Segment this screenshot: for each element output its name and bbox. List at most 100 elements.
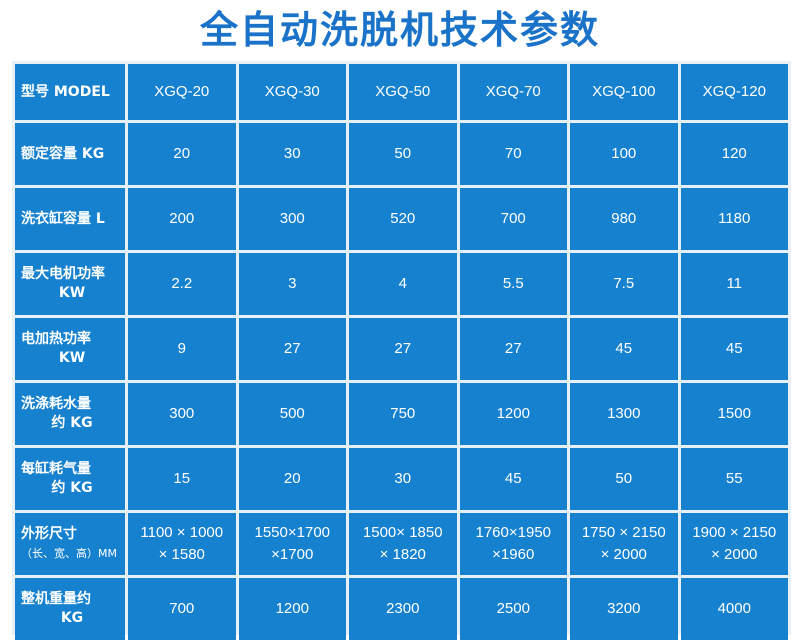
cell-value: 120 xyxy=(680,123,788,185)
cell-value: 700 xyxy=(128,578,236,640)
cell-value: 200 xyxy=(128,188,236,250)
row-label-line: 电加热功率 xyxy=(21,331,91,347)
model-header: XGQ-100 xyxy=(570,64,678,120)
row-water-consumption: 洗涤耗水量约 KG 300 500 750 1200 1300 1500 xyxy=(15,383,788,445)
cell-value-line: 1100 × 1000 xyxy=(140,524,224,541)
row-label-line: 整机重量约 xyxy=(21,591,91,607)
row-motor-power: 最大电机功率 KW 2.2 3 4 5.5 7.5 11 xyxy=(15,253,788,315)
cell-value: 30 xyxy=(349,448,457,510)
cell-value: 300 xyxy=(128,383,236,445)
cell-value: 11 xyxy=(680,253,788,315)
cell-value: 1200 xyxy=(459,383,567,445)
row-label: 洗涤耗水量约 KG xyxy=(15,383,125,445)
row-label-line: KW xyxy=(58,285,86,301)
row-label: 洗衣缸容量 L xyxy=(15,188,125,250)
cell-value: 45 xyxy=(680,318,788,380)
page-title: 全自动洗脱机技术参数 xyxy=(199,8,600,52)
cell-value-line: 1760×1950 xyxy=(475,524,552,541)
cell-value: 500 xyxy=(238,383,346,445)
cell-value-line: 1500× 1850 xyxy=(362,524,443,541)
cell-value: 7.5 xyxy=(570,253,678,315)
cell-value: 700 xyxy=(459,188,567,250)
cell-value: 1900 × 2150 × 2000 xyxy=(680,513,788,575)
row-machine-weight: 整机重量约 KG 700 1200 2300 2500 3200 4000 xyxy=(15,578,788,640)
header-row: 型号 MODEL XGQ-20 XGQ-30 XGQ-50 XGQ-70 XGQ… xyxy=(15,64,788,120)
spec-table-container: 型号 MODEL XGQ-20 XGQ-30 XGQ-50 XGQ-70 XGQ… xyxy=(12,61,791,640)
cell-value: 1550×1700 ×1700 xyxy=(238,513,346,575)
row-label-line: KW xyxy=(58,350,86,366)
cell-value: 980 xyxy=(570,188,678,250)
cell-value: 1180 xyxy=(680,188,788,250)
cell-value: 1750 × 2150 × 2000 xyxy=(570,513,678,575)
cell-value: 1200 xyxy=(238,578,346,640)
cell-value: 50 xyxy=(349,123,457,185)
cell-value: 2.2 xyxy=(128,253,236,315)
model-header: XGQ-120 xyxy=(680,64,788,120)
cell-value-line: × 2000 xyxy=(711,546,758,563)
row-label-line: 洗涤耗水量 xyxy=(21,396,91,412)
cell-value: 3 xyxy=(238,253,346,315)
row-label: 整机重量约 KG xyxy=(15,578,125,640)
header-label: 型号 MODEL xyxy=(15,64,125,120)
cell-value: 1500 xyxy=(680,383,788,445)
model-header: XGQ-50 xyxy=(349,64,457,120)
row-heating-power: 电加热功率 KW 9 27 27 27 45 45 xyxy=(15,318,788,380)
cell-value-line: × 1820 xyxy=(379,546,426,563)
cell-value-line: ×1960 xyxy=(492,546,535,563)
row-label: 每缸耗气量约 KG xyxy=(15,448,125,510)
row-label: 最大电机功率 KW xyxy=(15,253,125,315)
model-header: XGQ-70 xyxy=(459,64,567,120)
cell-value: 4 xyxy=(349,253,457,315)
model-header: XGQ-30 xyxy=(238,64,346,120)
row-steam-consumption: 每缸耗气量约 KG 15 20 30 45 50 55 xyxy=(15,448,788,510)
cell-value: 3200 xyxy=(570,578,678,640)
cell-value: 2500 xyxy=(459,578,567,640)
cell-value: 27 xyxy=(349,318,457,380)
row-label-line: （长、宽、高）MM xyxy=(21,547,117,560)
spec-table: 型号 MODEL XGQ-20 XGQ-30 XGQ-50 XGQ-70 XGQ… xyxy=(12,61,791,643)
cell-value: 100 xyxy=(570,123,678,185)
row-label-line: 约 KG xyxy=(51,415,93,431)
cell-value: 750 xyxy=(349,383,457,445)
row-label: 电加热功率 KW xyxy=(15,318,125,380)
cell-value: 55 xyxy=(680,448,788,510)
cell-value: 20 xyxy=(238,448,346,510)
cell-value-line: × 2000 xyxy=(600,546,647,563)
row-label-line: 最大电机功率 xyxy=(21,266,105,282)
row-label: 额定容量 KG xyxy=(15,123,125,185)
model-header: XGQ-20 xyxy=(128,64,236,120)
cell-value-line: 1900 × 2150 xyxy=(692,524,777,541)
cell-value: 45 xyxy=(459,448,567,510)
cell-value-line: 1750 × 2150 xyxy=(581,524,666,541)
row-dimensions: 外形尺寸 （长、宽、高）MM 1100 × 1000 × 1580 1550×1700 ×… xyxy=(15,513,788,575)
cell-value: 520 xyxy=(349,188,457,250)
cell-value: 45 xyxy=(570,318,678,380)
cell-value-line: ×1700 xyxy=(271,546,314,563)
row-label-line: 约 KG xyxy=(51,480,93,496)
cell-value: 9 xyxy=(128,318,236,380)
cell-value: 1500× 1850 × 1820 xyxy=(349,513,457,575)
cell-value-line: × 1580 xyxy=(158,546,205,563)
cell-value: 1300 xyxy=(570,383,678,445)
cell-value: 300 xyxy=(238,188,346,250)
cell-value: 20 xyxy=(128,123,236,185)
cell-value-line: 1550×1700 xyxy=(254,524,331,541)
cell-value: 5.5 xyxy=(459,253,567,315)
cell-value: 30 xyxy=(238,123,346,185)
cell-value: 27 xyxy=(459,318,567,380)
cell-value: 50 xyxy=(570,448,678,510)
cell-value: 1760×1950 ×1960 xyxy=(459,513,567,575)
cell-value: 4000 xyxy=(680,578,788,640)
row-label-line: 洗衣缸容量 L xyxy=(21,210,105,227)
row-label: 外形尺寸 （长、宽、高）MM xyxy=(15,513,125,575)
row-label-line: KG xyxy=(60,610,84,626)
cell-value: 2300 xyxy=(349,578,457,640)
cell-value: 15 xyxy=(128,448,236,510)
row-label-line: 每缸耗气量 xyxy=(21,461,91,477)
row-drum-volume: 洗衣缸容量 L 200 300 520 700 980 1180 xyxy=(15,188,788,250)
row-label-line: 外形尺寸 xyxy=(21,526,77,542)
row-label-line: 额定容量 KG xyxy=(21,145,105,162)
cell-value: 1100 × 1000 × 1580 xyxy=(128,513,236,575)
cell-value: 70 xyxy=(459,123,567,185)
cell-value: 27 xyxy=(238,318,346,380)
